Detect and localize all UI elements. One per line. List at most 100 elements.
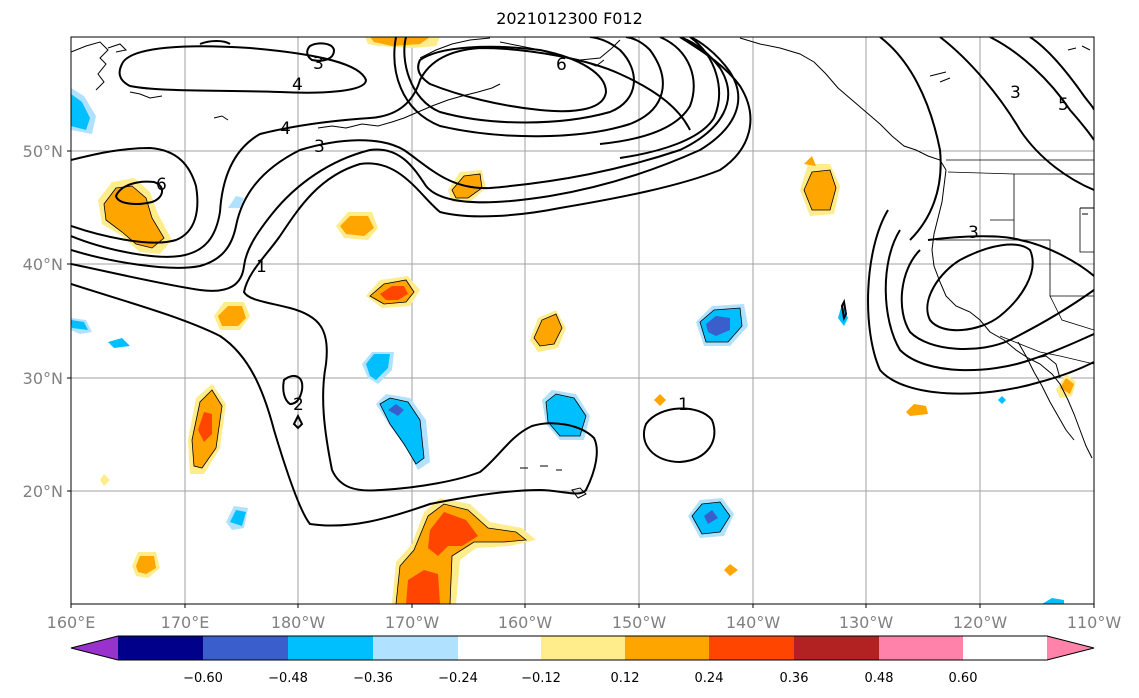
anomaly-blob (366, 354, 390, 380)
figure-title: 2021012300 F012 (496, 9, 643, 28)
anomaly-outline (379, 397, 425, 465)
contour-line-3 (71, 37, 730, 269)
contour-line-1 (71, 37, 752, 527)
contour-label: 3 (314, 137, 325, 157)
colorbar-segment (879, 636, 963, 660)
contour-line-high-1 (884, 229, 1094, 372)
anomaly-blob (546, 394, 586, 436)
lon-tick-label: 140°W (726, 613, 781, 632)
anomaly-blob (998, 396, 1006, 404)
anomaly-blob (804, 170, 836, 210)
contour-label: 3 (1010, 83, 1021, 103)
colorbar-segment (118, 636, 203, 660)
contour-label: 4 (280, 119, 291, 139)
colorbar-segment (794, 636, 879, 660)
anomaly-blob (654, 394, 666, 406)
contour-line-2b (71, 37, 740, 292)
anomaly-blob (230, 510, 246, 526)
anomaly-blob (406, 570, 440, 604)
lat-tick-label: 20°N (23, 482, 63, 501)
coastline-island (1067, 45, 1091, 51)
colorbar-tick-label: −0.60 (183, 671, 223, 686)
lon-tick-label: 170°W (385, 613, 440, 632)
contour-line-arc (199, 40, 231, 45)
coastline-aleutians (317, 83, 501, 129)
axis-ticks (67, 150, 1095, 608)
anomaly-outline (395, 503, 528, 604)
anomaly-blob (804, 156, 816, 166)
anomaly-blob (380, 398, 424, 464)
contour-label: 3 (968, 223, 979, 243)
contour-label: 6 (156, 175, 167, 195)
lon-tick-label: 160°E (47, 613, 96, 632)
colorbar-segment (709, 636, 794, 660)
anomaly-outline (803, 169, 837, 211)
contour-lines (71, 37, 1094, 527)
contour-line-north-5 (1029, 37, 1094, 111)
anomaly-blob (534, 314, 562, 346)
contour-line-small (840, 298, 848, 322)
lon-tick-label: 160°W (498, 613, 553, 632)
political-borders (936, 159, 1094, 365)
coastline-kamchatka (71, 41, 109, 91)
colorbar-tick-label: −0.48 (268, 671, 308, 686)
contour-line-low-5 (619, 37, 721, 159)
map-frame (70, 36, 1095, 605)
anomaly-blob (428, 512, 478, 556)
colorbar-tick-label: 0.12 (611, 671, 640, 686)
lon-tick-label: 150°W (612, 613, 667, 632)
contour-label: 1 (678, 395, 689, 415)
anomaly-blob (71, 320, 88, 330)
colorbar: −0.60 −0.48 −0.36 −0.24 −0.12 0.12 0.24 … (70, 635, 1095, 686)
colorbar-extend-low (71, 636, 118, 660)
lon-tick-label: 130°W (839, 613, 894, 632)
anomaly-outline (191, 389, 223, 469)
lat-tick-label: 40°N (23, 255, 63, 274)
anomaly-blob (218, 306, 246, 326)
anomaly-outline (691, 501, 731, 535)
colorbar-tick-label: −0.12 (521, 671, 561, 686)
anomaly-blob (71, 94, 90, 130)
colorbar-segment (203, 636, 288, 660)
contour-line-north-4 (989, 37, 1094, 141)
lon-tick-label: 120°W (953, 613, 1008, 632)
colorbar-tick-label: 0.48 (865, 671, 894, 686)
lon-tick-label: 180°W (271, 613, 326, 632)
contour-label: 5 (1058, 95, 1069, 115)
anomaly-blob (108, 338, 130, 348)
colorbar-tick-label: −0.24 (438, 671, 478, 686)
contour-line-3-top (118, 45, 368, 94)
lat-tick-label: 50°N (23, 142, 63, 161)
anomaly-blob (380, 286, 408, 300)
contour-line-north-2 (879, 37, 942, 241)
contour-line-high-0 (867, 209, 1094, 395)
coastline-aleutian (213, 115, 229, 121)
colorbar-segment (288, 636, 373, 660)
contour-line-high-inner (927, 235, 1094, 277)
contour-label: 4 (292, 75, 303, 95)
anomaly-outline (451, 173, 483, 199)
lon-tick-label: 170°E (161, 613, 210, 632)
colorbar-segment (541, 636, 625, 660)
colorbar-tick-label: 0.36 (780, 671, 809, 686)
contour-line-2 (282, 374, 304, 406)
anomaly-outline (533, 313, 563, 347)
contour-line-north-3 (939, 37, 1094, 191)
colorbar-extend-high (1047, 636, 1094, 660)
anomaly-outline (699, 307, 743, 343)
coastline-hawaii (520, 465, 562, 471)
colorbar-outline (70, 635, 1095, 661)
contour-line-low-3 (393, 37, 664, 138)
contour-label: 6 (556, 55, 567, 75)
colorbar-tick-labels: −0.60 −0.48 −0.36 −0.24 −0.12 0.12 0.24 … (183, 671, 977, 686)
contour-line-5 (71, 146, 199, 244)
colorbar-tick-label: −0.36 (353, 671, 393, 686)
anomaly-outline (545, 393, 587, 437)
anomaly-blob (706, 316, 730, 336)
coastline-island (129, 91, 163, 99)
colorbar-segment (458, 636, 541, 660)
coastline-lakes (929, 71, 951, 83)
anomaly-blob (1042, 598, 1064, 604)
contour-labels: 3 4 4 3 6 6 1 2 1 3 3 5 (156, 54, 1069, 415)
